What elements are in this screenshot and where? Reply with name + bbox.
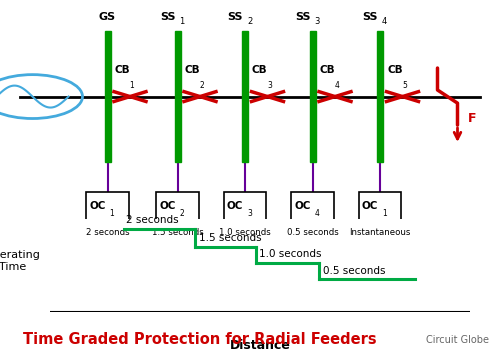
FancyBboxPatch shape xyxy=(291,192,334,221)
Text: F: F xyxy=(468,112,476,125)
Text: Operating
Time: Operating Time xyxy=(0,250,40,272)
Bar xyxy=(104,31,110,162)
Text: 1.5 seconds: 1.5 seconds xyxy=(199,233,262,244)
Text: OC: OC xyxy=(159,201,176,211)
Text: 0.5 seconds: 0.5 seconds xyxy=(286,228,339,237)
Text: CB: CB xyxy=(114,65,130,75)
Text: CB: CB xyxy=(320,65,335,75)
Text: 4: 4 xyxy=(314,210,320,218)
Text: 1: 1 xyxy=(110,210,114,218)
Text: SS: SS xyxy=(362,12,378,22)
Text: 2: 2 xyxy=(180,210,184,218)
Text: SS: SS xyxy=(160,12,176,22)
Text: Distance: Distance xyxy=(230,339,290,352)
FancyBboxPatch shape xyxy=(86,192,128,221)
FancyBboxPatch shape xyxy=(156,192,198,221)
Text: OC: OC xyxy=(89,201,106,211)
Text: SS: SS xyxy=(228,12,243,22)
FancyBboxPatch shape xyxy=(224,192,266,221)
Text: SS: SS xyxy=(295,12,310,22)
Text: 2 seconds: 2 seconds xyxy=(126,215,178,225)
Text: 1.0 seconds: 1.0 seconds xyxy=(259,250,322,259)
Bar xyxy=(310,31,316,162)
Text: 1: 1 xyxy=(130,81,134,90)
Text: CB: CB xyxy=(252,65,268,75)
Text: 1.5 seconds: 1.5 seconds xyxy=(152,228,204,237)
Text: Time Graded Protection for Radial Feeders: Time Graded Protection for Radial Feeder… xyxy=(23,332,377,347)
Text: OC: OC xyxy=(226,201,243,211)
Bar xyxy=(174,31,180,162)
Text: 2: 2 xyxy=(200,81,204,90)
Text: 2: 2 xyxy=(247,17,252,26)
Bar xyxy=(242,31,248,162)
Text: 3: 3 xyxy=(247,210,252,218)
Text: 1: 1 xyxy=(382,210,387,218)
Text: OC: OC xyxy=(294,201,310,211)
FancyBboxPatch shape xyxy=(359,192,401,221)
Bar xyxy=(377,31,383,162)
Text: 1: 1 xyxy=(180,17,185,26)
Text: 1.0 seconds: 1.0 seconds xyxy=(219,228,271,237)
Text: 3: 3 xyxy=(314,17,320,26)
Text: 3: 3 xyxy=(267,81,272,90)
Text: 4: 4 xyxy=(382,17,387,26)
Text: Circuit Globe: Circuit Globe xyxy=(426,335,489,345)
Text: CB: CB xyxy=(184,65,200,75)
Text: 2 seconds: 2 seconds xyxy=(86,228,130,237)
Text: GS: GS xyxy=(99,12,116,22)
Text: 5: 5 xyxy=(402,81,407,90)
Text: Instantaneous: Instantaneous xyxy=(350,228,410,237)
Text: OC: OC xyxy=(362,201,378,211)
Text: CB: CB xyxy=(387,65,402,75)
Text: 4: 4 xyxy=(334,81,340,90)
Text: 0.5 seconds: 0.5 seconds xyxy=(323,266,386,275)
